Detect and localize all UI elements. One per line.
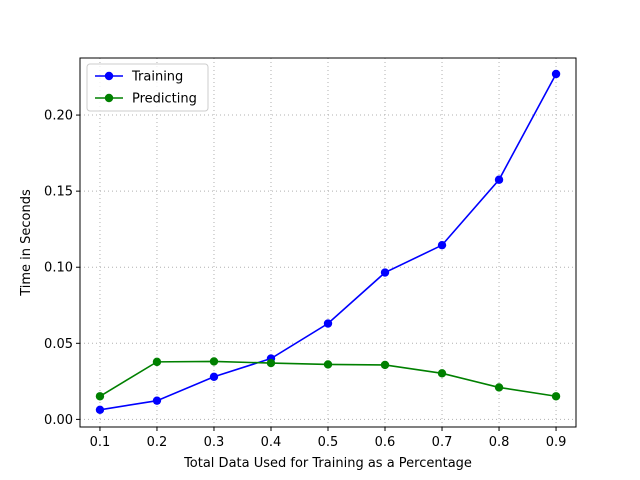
x-tick-label: 0.1 bbox=[90, 435, 111, 450]
legend: Training Predicting bbox=[86, 63, 209, 112]
training-point bbox=[209, 372, 219, 381]
predicting-point bbox=[323, 360, 333, 369]
x-axis-label: Total Data Used for Training as a Percen… bbox=[183, 456, 472, 471]
x-tick-label: 0.4 bbox=[261, 435, 282, 450]
y-axis-label: Time in Seconds bbox=[19, 189, 34, 297]
y-tick-label: 0.05 bbox=[44, 337, 73, 352]
training-point bbox=[323, 319, 333, 328]
legend-label: Training bbox=[131, 70, 183, 85]
x-tick-label: 0.2 bbox=[147, 435, 168, 450]
predicting-point bbox=[437, 369, 447, 378]
predicting-point bbox=[494, 383, 504, 392]
x-tick-label: 0.7 bbox=[432, 435, 453, 450]
predicting-point bbox=[380, 360, 390, 370]
legend-swatch-marker bbox=[104, 93, 114, 103]
predicting-point bbox=[152, 357, 162, 367]
training-point bbox=[494, 175, 504, 184]
y-tick-label: 0.00 bbox=[44, 413, 73, 428]
y-tick-label: 0.10 bbox=[44, 261, 73, 276]
predicting-series bbox=[95, 357, 561, 401]
x-tick-label: 0.6 bbox=[375, 435, 396, 450]
y-tick-label: 0.20 bbox=[44, 109, 73, 124]
x-tick-label: 0.8 bbox=[489, 435, 510, 450]
x-tick-label: 0.5 bbox=[318, 435, 339, 450]
training-point bbox=[95, 405, 105, 415]
data-series bbox=[95, 69, 561, 415]
legend-swatch-marker bbox=[104, 71, 114, 81]
x-axis-ticks: 0.1 0.2 0.3 0.4 0.5 0.6 0.7 0.8 0.9 bbox=[90, 427, 567, 450]
y-tick-label: 0.15 bbox=[44, 185, 73, 200]
training-point bbox=[152, 396, 162, 405]
training-series bbox=[95, 69, 561, 415]
training-point bbox=[437, 240, 447, 250]
training-point bbox=[551, 69, 561, 79]
legend-item-training: Training bbox=[95, 70, 183, 85]
predicting-point bbox=[95, 392, 105, 401]
x-tick-label: 0.3 bbox=[204, 435, 225, 450]
x-tick-label: 0.9 bbox=[546, 435, 567, 450]
predicting-point bbox=[266, 358, 276, 368]
predicting-point bbox=[551, 392, 561, 401]
predicting-point bbox=[209, 357, 219, 366]
legend-item-predicting: Predicting bbox=[95, 92, 197, 107]
y-axis-ticks: 0.00 0.05 0.10 0.15 0.20 bbox=[44, 109, 80, 428]
legend-label: Predicting bbox=[132, 92, 197, 107]
training-point bbox=[380, 268, 390, 277]
